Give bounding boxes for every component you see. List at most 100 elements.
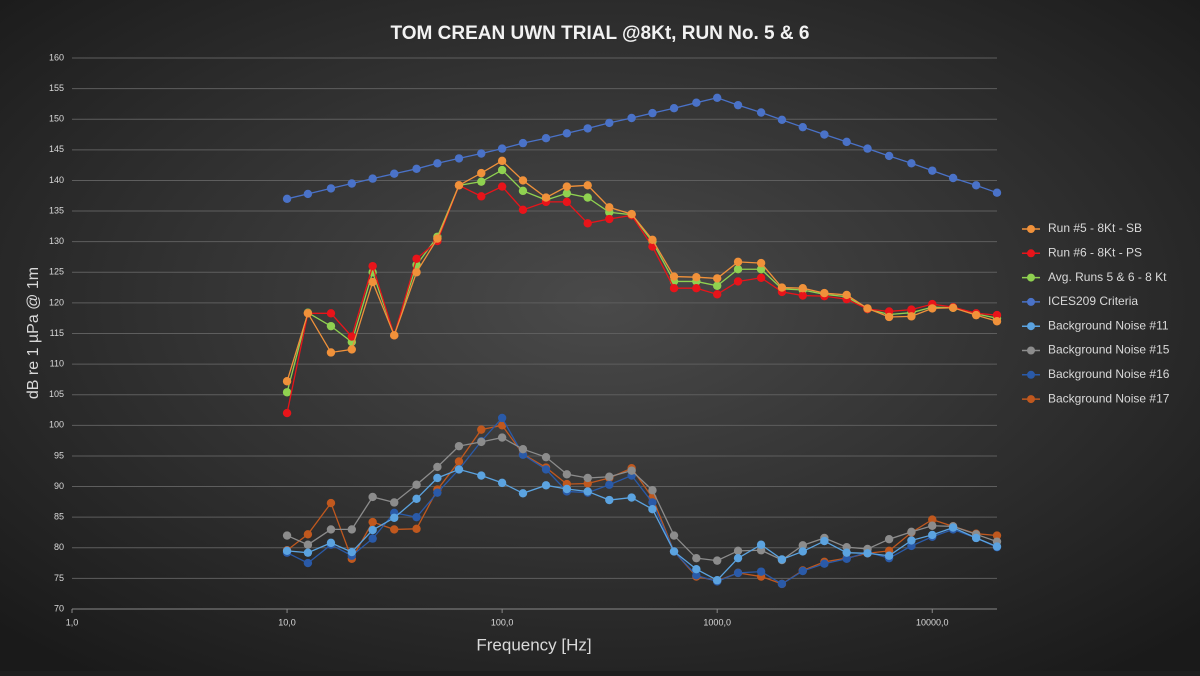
data-point: [798, 547, 807, 556]
data-point: [777, 579, 787, 589]
data-point: [433, 488, 442, 497]
data-point: [627, 493, 636, 502]
data-point: [756, 567, 766, 576]
data-point: [518, 489, 528, 498]
data-point: [992, 317, 1002, 326]
legend-label: Run #6 - 8Kt - PS: [1048, 245, 1142, 259]
data-point: [303, 530, 313, 539]
data-point: [454, 441, 464, 451]
x-tick-label: 1000,0: [703, 617, 731, 627]
data-point: [518, 186, 528, 196]
data-point: [347, 345, 357, 354]
data-point: [863, 549, 872, 558]
data-point: [669, 104, 679, 113]
data-point: [454, 154, 464, 163]
data-point: [347, 179, 357, 188]
data-point: [692, 283, 701, 293]
data-point: [477, 425, 486, 434]
data-point: [992, 542, 1002, 551]
data-point: [928, 166, 937, 175]
data-point: [627, 113, 636, 123]
data-point: [454, 465, 464, 474]
data-point: [712, 274, 722, 283]
data-point: [842, 137, 851, 147]
data-point: [907, 527, 916, 537]
legend-marker: [1027, 370, 1035, 379]
y-tick-label: 80: [54, 542, 64, 552]
data-point: [733, 553, 743, 563]
data-point: [863, 304, 872, 313]
y-tick-label: 140: [49, 175, 64, 185]
data-point: [562, 470, 572, 479]
series-line: [286, 436, 998, 562]
legend-label: Run #5 - 8Kt - SB: [1048, 221, 1142, 235]
data-point: [497, 478, 507, 488]
data-point: [648, 235, 657, 245]
data-point: [712, 281, 722, 290]
data-point: [412, 494, 421, 503]
y-tick-label: 90: [54, 481, 64, 491]
data-point: [583, 181, 592, 190]
data-point: [412, 524, 421, 533]
data-point: [326, 309, 336, 318]
data-point: [884, 151, 894, 161]
data-point: [282, 388, 292, 397]
data-point: [756, 273, 766, 282]
legend-label: Background Noise #16: [1048, 367, 1170, 381]
data-point: [971, 533, 981, 543]
y-tick-label: 85: [54, 512, 64, 522]
data-point: [477, 437, 486, 447]
data-point: [669, 531, 679, 540]
data-point: [368, 277, 377, 287]
legend-marker: [1027, 322, 1035, 331]
data-point: [884, 551, 894, 560]
data-point: [390, 331, 399, 340]
data-point: [326, 348, 336, 357]
data-point: [303, 189, 313, 199]
data-point: [368, 174, 377, 183]
y-axis-label: dB re 1 µPa @ 1m: [25, 267, 42, 399]
x-axis-label: Frequency [Hz]: [476, 635, 591, 654]
data-point: [390, 513, 399, 522]
data-point: [303, 558, 313, 568]
data-point: [477, 471, 486, 480]
data-point: [928, 521, 937, 530]
data-point: [454, 181, 464, 190]
data-point: [497, 165, 507, 175]
data-point: [497, 156, 507, 166]
y-tick-label: 70: [54, 603, 64, 613]
legend-label: Avg. Runs 5 & 6 - 8 Kt: [1048, 270, 1167, 284]
data-point: [733, 100, 743, 110]
data-point: [518, 138, 528, 148]
data-point: [820, 130, 829, 139]
data-point: [541, 481, 551, 490]
legend-marker: [1027, 346, 1035, 355]
x-tick-label: 10000,0: [916, 617, 949, 627]
data-point: [928, 304, 937, 313]
y-tick-label: 150: [49, 114, 64, 124]
x-tick-label: 1,0: [66, 617, 79, 627]
data-point: [928, 515, 937, 524]
data-point: [605, 118, 614, 128]
data-point: [605, 472, 614, 481]
data-point: [712, 290, 722, 299]
data-point: [518, 445, 528, 454]
data-point: [756, 258, 766, 268]
data-point: [390, 525, 399, 534]
series-line: [287, 468, 998, 582]
data-point: [326, 321, 336, 331]
data-point: [454, 457, 464, 466]
y-tick-label: 125: [49, 267, 64, 277]
data-point: [497, 182, 507, 191]
data-point: [541, 193, 551, 202]
data-point: [477, 149, 486, 158]
data-point: [733, 265, 743, 274]
chart-title: TOM CREAN UWN TRIAL @8Kt, RUN No. 5 & 6: [391, 23, 810, 44]
data-point: [820, 536, 829, 546]
legend-marker: [1027, 395, 1035, 404]
data-point: [282, 531, 292, 540]
data-point: [884, 535, 894, 544]
data-point: [326, 538, 336, 548]
